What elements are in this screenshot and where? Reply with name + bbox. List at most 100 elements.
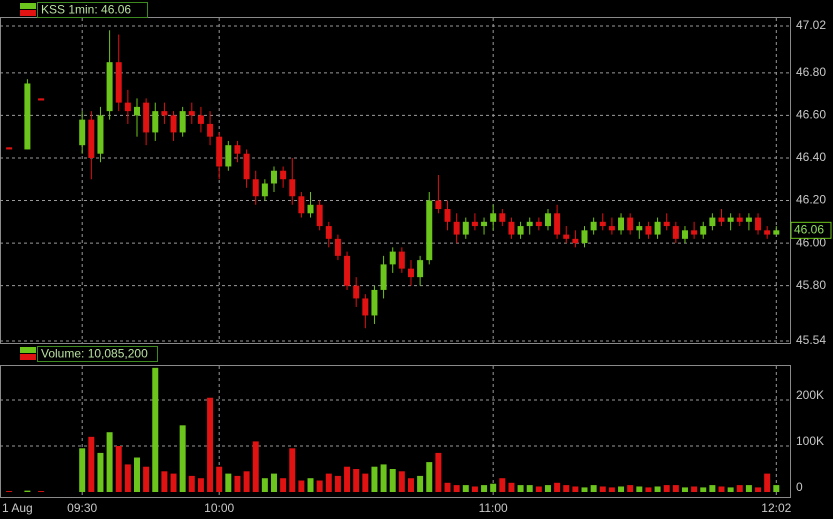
candle-body bbox=[161, 111, 168, 116]
volume-bar bbox=[225, 473, 232, 492]
candle-body bbox=[124, 102, 131, 112]
volume-bar bbox=[700, 487, 707, 492]
volume-panel bbox=[0, 365, 791, 498]
volume-bar bbox=[170, 473, 177, 492]
legend-box bbox=[37, 2, 148, 18]
volume-bar bbox=[645, 487, 652, 492]
volume-bar bbox=[654, 486, 661, 492]
candle-body bbox=[188, 111, 195, 116]
date-label: 1 Aug bbox=[2, 501, 33, 515]
candle-body bbox=[325, 226, 332, 239]
volume-bar bbox=[270, 473, 277, 492]
y-tick-label: 200K bbox=[796, 388, 824, 402]
candle-body bbox=[435, 200, 442, 210]
y-tick-label: 45.80 bbox=[796, 278, 826, 292]
candle-body bbox=[599, 221, 606, 227]
candle-body bbox=[709, 217, 716, 227]
candle-body bbox=[736, 217, 743, 222]
volume-bar bbox=[572, 486, 579, 492]
volume-bar bbox=[161, 471, 168, 492]
candle-body bbox=[389, 251, 396, 265]
volume-bar bbox=[115, 446, 122, 492]
volume-bar bbox=[407, 478, 414, 492]
last-price-box bbox=[790, 221, 832, 239]
candle-body bbox=[371, 289, 378, 316]
volume-bar bbox=[371, 466, 378, 492]
candle-body bbox=[681, 230, 688, 239]
volume-bar bbox=[234, 475, 241, 492]
candle-body bbox=[380, 264, 387, 290]
volume-bar bbox=[106, 432, 113, 492]
volume-bar bbox=[307, 478, 314, 492]
candle-body bbox=[426, 200, 433, 261]
candle-body bbox=[234, 145, 241, 154]
candle-body bbox=[764, 230, 771, 235]
candle-body bbox=[563, 234, 570, 239]
candle-body bbox=[6, 147, 13, 150]
candle-body bbox=[663, 221, 670, 227]
volume-bar bbox=[453, 485, 460, 492]
candle-body bbox=[700, 226, 707, 235]
legend-down-swatch bbox=[20, 10, 36, 16]
volume-bar bbox=[216, 466, 223, 492]
candle-body bbox=[499, 213, 506, 222]
volume-bar bbox=[179, 425, 186, 492]
volume-bar bbox=[691, 486, 698, 492]
candle-body bbox=[727, 217, 734, 222]
candle-body bbox=[755, 217, 762, 231]
volume-bar bbox=[243, 471, 250, 492]
y-tick-label: 100K bbox=[796, 434, 824, 448]
volume-bar bbox=[261, 478, 268, 492]
volume-bar bbox=[508, 482, 515, 492]
volume-bar bbox=[599, 486, 606, 492]
volume-bar bbox=[727, 487, 734, 492]
candle-body bbox=[97, 115, 104, 154]
candle-body bbox=[526, 221, 533, 227]
candle-body bbox=[252, 179, 259, 197]
volume-bar bbox=[334, 475, 341, 492]
volume-bar bbox=[6, 491, 13, 492]
x-tick-label: 11:00 bbox=[479, 501, 508, 515]
volume-bar bbox=[289, 448, 296, 492]
volume-bar bbox=[380, 464, 387, 492]
candle-body bbox=[243, 153, 250, 180]
y-tick-label: 45.54 bbox=[796, 333, 826, 347]
candle-body bbox=[334, 238, 341, 256]
volume-bar bbox=[535, 486, 542, 492]
candle-body bbox=[79, 119, 86, 146]
candle-body bbox=[691, 230, 698, 235]
candle-body bbox=[280, 170, 287, 180]
volume-bar bbox=[398, 471, 405, 492]
last-price-label: 46.06 bbox=[794, 222, 824, 236]
candle-body bbox=[508, 221, 515, 235]
candle-body bbox=[462, 221, 469, 235]
candle-body bbox=[152, 111, 159, 133]
y-tick-label: 46.20 bbox=[796, 193, 826, 207]
candle-body bbox=[38, 98, 45, 101]
legend-up-swatch bbox=[20, 347, 36, 353]
volume-bar bbox=[344, 466, 351, 492]
legend-box bbox=[37, 346, 158, 362]
candle-body bbox=[106, 62, 113, 112]
candle-body bbox=[261, 183, 268, 197]
volume-bar bbox=[79, 448, 86, 492]
volume-bar bbox=[88, 436, 95, 492]
candle-body bbox=[554, 213, 561, 235]
volume-bar bbox=[581, 487, 588, 492]
volume-legend: Volume: 10,085,200 bbox=[20, 346, 158, 362]
y-tick-label: 46.60 bbox=[796, 108, 826, 122]
candle-body bbox=[471, 221, 478, 227]
volume-bar bbox=[389, 469, 396, 492]
volume-bar bbox=[563, 485, 570, 492]
volume-bar bbox=[490, 483, 497, 492]
y-tick-label: 47.02 bbox=[796, 18, 826, 32]
x-tick-label: 09:30 bbox=[67, 501, 97, 515]
candle-body bbox=[207, 123, 214, 137]
volume-bar bbox=[481, 485, 488, 492]
volume-bar bbox=[590, 485, 597, 492]
volume-bar bbox=[143, 466, 150, 492]
x-tick-label: 12:02 bbox=[761, 501, 791, 515]
candle-body bbox=[307, 204, 314, 214]
candle-body bbox=[270, 170, 277, 184]
